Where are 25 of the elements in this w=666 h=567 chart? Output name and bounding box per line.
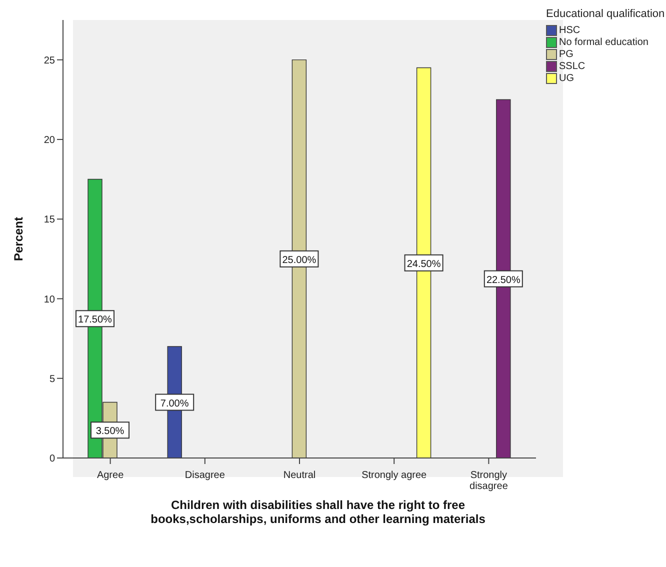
y-tick-label: 10 bbox=[44, 294, 56, 306]
y-tick-label: 0 bbox=[49, 454, 56, 465]
x-tick-label: Disagree bbox=[184, 470, 226, 481]
data-label: 22.50% bbox=[486, 274, 520, 286]
y-tick-label: 15 bbox=[44, 214, 56, 226]
y-tick-label: 20 bbox=[44, 135, 56, 146]
x-tick-label: Strongly disagree bbox=[470, 470, 508, 492]
data-label: 17.50% bbox=[78, 314, 112, 326]
legend-label: UG bbox=[559, 72, 574, 84]
y-axis-title: Percent bbox=[11, 216, 26, 262]
legend-label: HSC bbox=[559, 24, 580, 36]
data-label: 7.00% bbox=[160, 398, 189, 410]
y-tick-label: 5 bbox=[49, 374, 56, 385]
x-tick-label: Agree bbox=[96, 470, 124, 481]
data-label: 25.00% bbox=[282, 254, 316, 266]
legend-label: SSLC bbox=[559, 60, 586, 72]
legend-title: Educational qualification bbox=[546, 8, 665, 20]
data-label: 24.50% bbox=[406, 258, 441, 270]
x-tick-label: Strongly agree bbox=[362, 470, 428, 481]
y-tick-label: 25 bbox=[44, 55, 56, 66]
x-axis-title: Children with disabilities shall have the right to free books,scholarships, uniforms and other learning materials bbox=[150, 498, 486, 526]
x-tick-label: Neutral bbox=[283, 470, 316, 481]
legend-label: No formal education bbox=[559, 36, 648, 48]
data-label: 3.50% bbox=[96, 426, 124, 438]
legend-label: PG bbox=[559, 48, 574, 60]
